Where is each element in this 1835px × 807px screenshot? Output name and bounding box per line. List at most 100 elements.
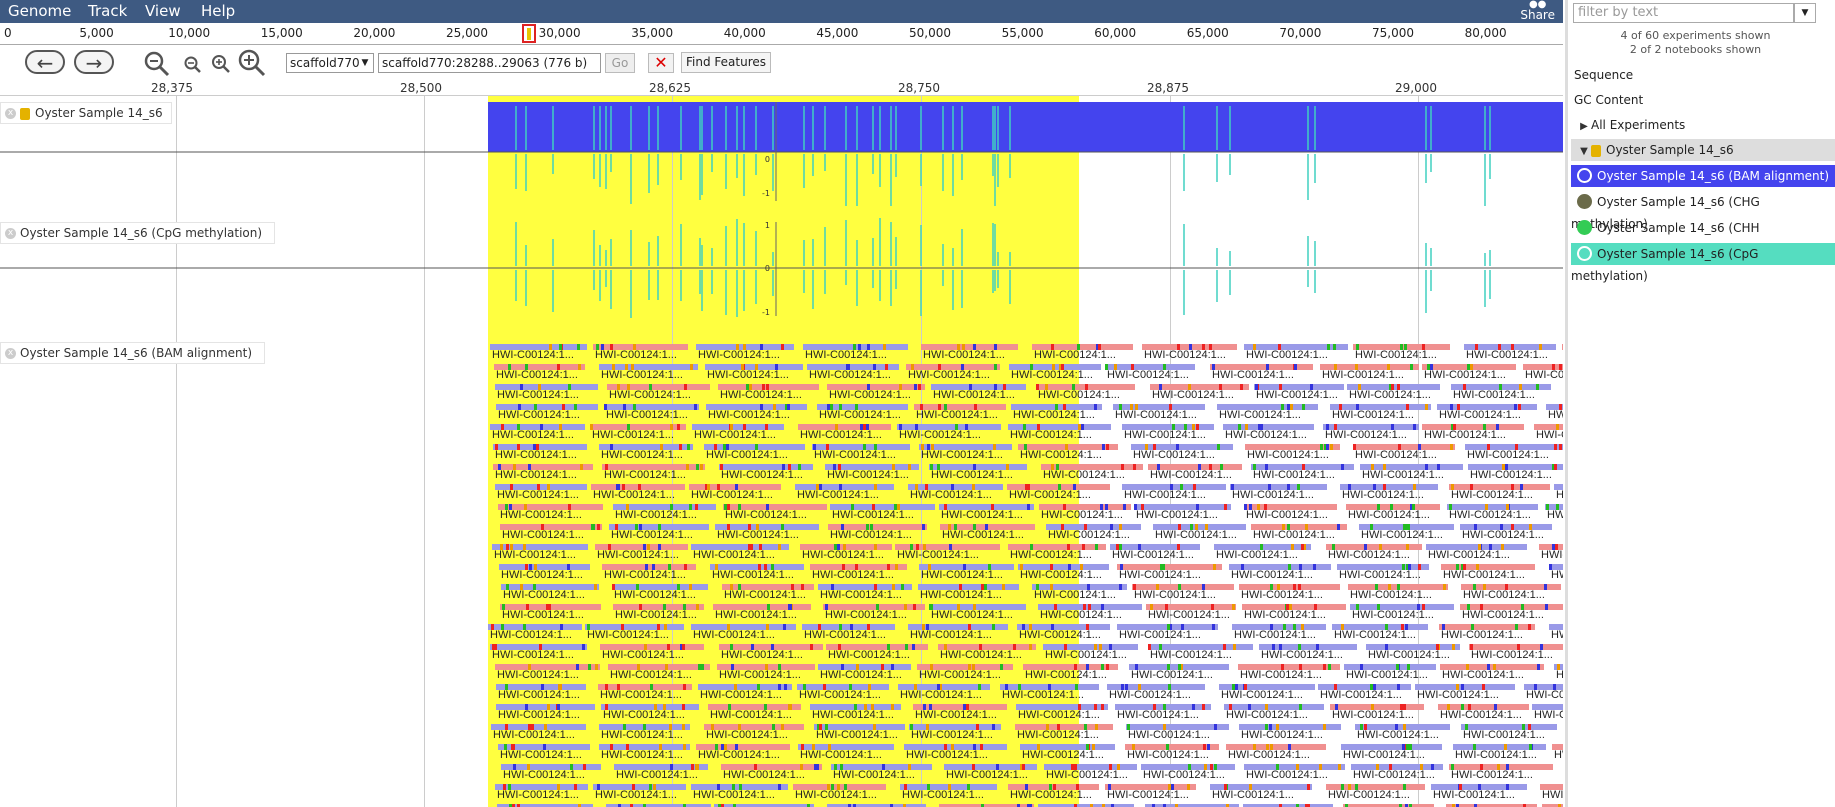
alignment-read[interactable]: HWI-C00124:1... — [1524, 684, 1563, 702]
alignment-read[interactable]: HWI-C00124:1... — [488, 624, 582, 642]
alignment-read[interactable]: HWI-C00124:1... — [1122, 484, 1226, 502]
alignment-read[interactable]: HWI-C00124:1... — [497, 804, 593, 807]
alignment-read[interactable]: HWI-C00124:1... — [1018, 564, 1109, 582]
alignment-read[interactable]: HWI-C00124:1... — [691, 624, 796, 642]
chevron-down-icon[interactable]: ▼ — [1794, 3, 1816, 23]
alignment-read[interactable]: HWI-C00124:1... — [1539, 544, 1563, 562]
menu-track[interactable]: Track — [88, 2, 128, 20]
alignment-read[interactable]: HWI-C00124:1... — [898, 684, 990, 702]
alignment-read[interactable]: HWI-C00124:1... — [609, 524, 709, 542]
alignment-read[interactable]: HWI-C00124:1... — [1446, 804, 1537, 807]
alignment-read[interactable]: HWI-C00124:1... — [1540, 784, 1563, 802]
alignment-read[interactable]: HWI-C00124:1... — [1219, 684, 1315, 702]
alignment-read[interactable]: HWI-C00124:1... — [593, 344, 688, 362]
alignment-read[interactable]: HWI-C00124:1... — [939, 804, 1034, 807]
close-track-icon[interactable]: x — [5, 108, 16, 119]
alignment-read[interactable]: HWI-C00124:1... — [1129, 664, 1229, 682]
alignment-read[interactable]: HWI-C00124:1... — [1351, 764, 1443, 782]
alignment-read[interactable]: HWI-C00124:1... — [599, 724, 690, 742]
alignment-read[interactable]: HWI-C00124:1... — [1032, 584, 1127, 602]
alignment-read[interactable]: HWI-C00124:1... — [1353, 344, 1450, 362]
overview-location-box[interactable] — [522, 24, 536, 43]
alignment-read[interactable]: HWI-C00124:1... — [691, 784, 788, 802]
alignment-read[interactable]: HWI-C00124:1... — [599, 444, 693, 462]
alignment-read[interactable]: HWI-C00124:1... — [828, 524, 927, 542]
alignment-read[interactable]: HWI-C00124:1... — [500, 524, 602, 542]
alignment-read[interactable]: HWI-C00124:1... — [723, 504, 827, 522]
alignment-read[interactable]: HWI-C00124:1... — [1032, 344, 1133, 362]
alignment-read[interactable]: HWI-C00124:1... — [1359, 524, 1454, 542]
alignment-read[interactable]: HWI-C00124:1... — [827, 384, 925, 402]
alignment-read[interactable]: HWI-C00124:1... — [498, 504, 603, 522]
alignment-read[interactable]: HWI-C00124:1... — [498, 744, 590, 762]
alignment-read[interactable]: HWI-C00124:1... — [1449, 764, 1553, 782]
alignment-read[interactable]: HWI-C00124:1... — [1036, 384, 1135, 402]
alignment-read[interactable]: HWI-C00124:1... — [1464, 344, 1556, 362]
alignment-read[interactable]: HWI-C00124:1... — [1460, 604, 1563, 622]
alignment-read[interactable]: HWI-C00124:1... — [921, 344, 1018, 362]
alignment-read[interactable]: HWI-C00124:1... — [1105, 784, 1196, 802]
alignment-read[interactable]: HWI-C00124:1... — [908, 624, 1008, 642]
alignment-read[interactable]: HWI-C00124:1... — [602, 464, 705, 482]
alignment-read[interactable]: HWI-C00124:1... — [607, 384, 710, 402]
alignment-read[interactable]: HWI-C00124:1... — [1230, 484, 1327, 502]
alignment-read[interactable]: HWI-C00124:1... — [795, 484, 894, 502]
alignment-read[interactable]: HWI-C00124:1... — [810, 704, 901, 722]
alignment-read[interactable]: HWI-C00124:1... — [1115, 704, 1211, 722]
alignment-read[interactable]: HWI-C00124:1... — [1562, 344, 1563, 362]
alignment-read[interactable]: HWI-C00124:1... — [495, 384, 598, 402]
sidebar-item-bam-alignment[interactable]: Oyster Sample 14_s6 (BAM alignment) — [1571, 165, 1835, 187]
alignment-read[interactable]: HWI-C00124:1... — [1117, 564, 1222, 582]
alignment-read[interactable]: HWI-C00124:1... — [1366, 644, 1460, 662]
alignment-read[interactable]: HWI-C00124:1... — [1344, 664, 1436, 682]
alignment-read[interactable]: HWI-C00124:1... — [692, 424, 784, 442]
alignment-read[interactable]: HWI-C00124:1... — [1259, 644, 1357, 662]
alignment-read[interactable]: HWI-C00124:1... — [944, 764, 1037, 782]
alignment-read[interactable]: HWI-C00124:1... — [918, 584, 1019, 602]
track-area[interactable]: 0 -1 x Oyster Sample 14_s6 1 0 -1 x Oyster Sa… — [0, 96, 1563, 807]
alignment-read[interactable]: HWI-C00124:1... — [909, 724, 1001, 742]
pan-right-button[interactable]: → — [74, 50, 114, 74]
alignment-read[interactable]: HWI-C00124:1... — [613, 504, 716, 522]
alignment-read[interactable]: HWI-C00124:1... — [1318, 684, 1411, 702]
alignment-read[interactable]: HWI-C00124:1... — [1148, 464, 1242, 482]
alignment-read[interactable]: HWI-C00124:1... — [1015, 724, 1113, 742]
alignment-read[interactable]: HWI-C00124:1... — [1146, 604, 1236, 622]
alignment-read[interactable]: HWI-C00124:1... — [698, 684, 792, 702]
alignment-read[interactable]: HWI-C00124:1... — [904, 744, 1007, 762]
alignment-read[interactable]: HWI-C00124:1... — [1110, 544, 1200, 562]
alignment-read[interactable]: HWI-C00124:1... — [1039, 504, 1131, 522]
alignment-read[interactable]: HWI-C00124:1... — [1542, 804, 1563, 807]
alignment-read[interactable]: HWI-C00124:1... — [1422, 364, 1516, 382]
alignment-read[interactable]: HWI-C00124:1... — [1447, 504, 1538, 522]
alignment-read[interactable]: HWI-C00124:1... — [1244, 764, 1345, 782]
alignment-read[interactable]: HWI-C00124:1... — [495, 484, 587, 502]
alignment-read[interactable]: HWI-C00124:1... — [1229, 564, 1331, 582]
alignment-read[interactable]: HWI-C00124:1... — [601, 704, 699, 722]
overview-ruler[interactable]: 0 5,000 10,000 15,000 20,000 25,000 30,000 35,0… — [0, 23, 1563, 45]
alignment-read[interactable]: HWI-C00124:1... — [719, 644, 823, 662]
alignment-read[interactable]: HWI-C00124:1... — [1107, 684, 1205, 702]
alignment-read[interactable]: HWI-C00124:1... — [1210, 784, 1312, 802]
zoom-in-small-icon[interactable] — [210, 53, 232, 75]
alignment-read[interactable]: HWI-C00124:1... — [689, 484, 781, 502]
alignment-read[interactable]: HWI-C00124:1... — [1438, 704, 1529, 722]
alignment-read[interactable]: HWI-C00124:1... — [1326, 544, 1422, 562]
alignment-read[interactable]: HWI-C00124:1... — [499, 564, 590, 582]
alignment-read[interactable]: HWI-C00124:1... — [495, 784, 588, 802]
alignment-read[interactable]: HWI-C00124:1... — [1532, 704, 1563, 722]
alignment-read[interactable]: HWI-C00124:1... — [1141, 764, 1235, 782]
alignment-read[interactable]: HWI-C00124:1... — [492, 544, 588, 562]
alignment-read[interactable]: HWI-C00124:1... — [1552, 744, 1563, 762]
sidebar-item-oyster-notebook[interactable]: ▼ Oyster Sample 14_s6 — [1571, 139, 1835, 161]
alignment-read[interactable]: HWI-C00124:1... — [590, 424, 686, 442]
alignment-read[interactable]: HWI-C00124:1... — [606, 804, 711, 807]
alignment-read[interactable]: HWI-C00124:1... — [798, 424, 891, 442]
alignment-read[interactable]: HWI-C00124:1... — [1465, 444, 1563, 462]
alignment-read[interactable]: HWI-C00124:1... — [593, 784, 686, 802]
alignment-read[interactable]: HWI-C00124:1... — [612, 584, 708, 602]
alignment-read[interactable]: HWI-C00124:1... — [940, 524, 1035, 542]
alignment-read[interactable]: HWI-C00124:1... — [604, 404, 699, 422]
alignment-read[interactable]: HWI-C00124:1... — [722, 584, 814, 602]
alignment-read[interactable]: HWI-C00124:1... — [1214, 544, 1311, 562]
